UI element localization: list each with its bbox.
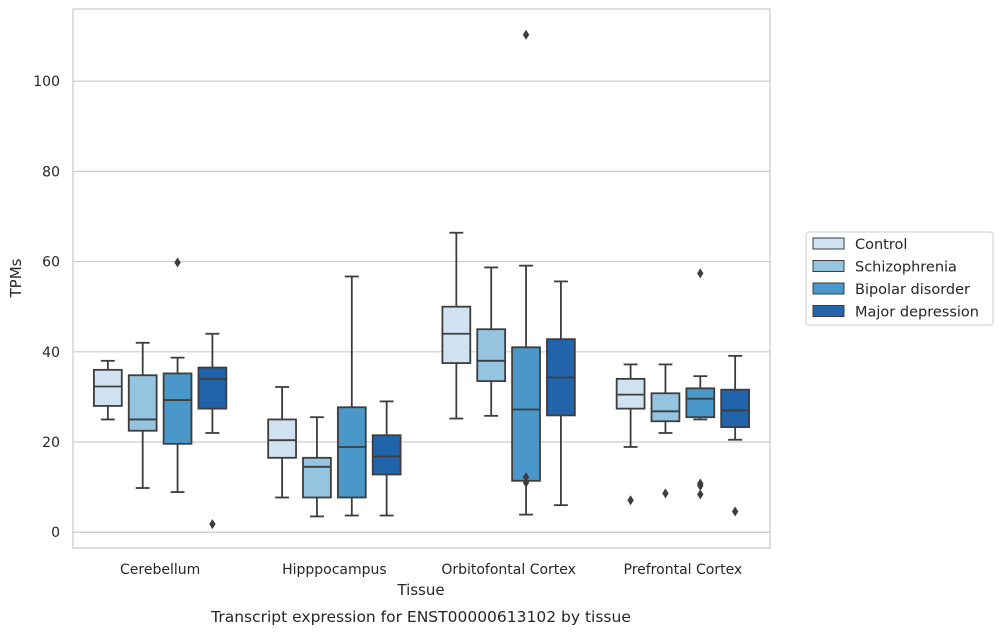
legend-frame [805, 231, 994, 326]
legend-item: Schizophrenia [812, 260, 957, 276]
box-iqr [93, 368, 123, 407]
box-iqr [441, 305, 472, 364]
legend-item: Major depression [812, 305, 979, 321]
y-tick-label: 40 [42, 345, 60, 361]
series-bipolar-disorder [162, 29, 716, 517]
x-axis-ticks: Cerebellum Hipppocampus Orbitofontal Corte… [120, 562, 742, 578]
y-axis-label: TPMs [7, 258, 25, 298]
box-iqr [685, 387, 716, 419]
box-iqr [511, 346, 541, 482]
box [371, 400, 402, 517]
legend-label: Bipolar disorder [855, 282, 970, 298]
box-series [93, 29, 750, 530]
box-iqr [720, 388, 750, 429]
outlier-point [627, 495, 634, 506]
box-iqr [371, 434, 402, 476]
y-tick-label: 100 [33, 74, 60, 90]
box-iqr [650, 392, 681, 423]
outlier-point [522, 477, 530, 488]
legend-item: Control [812, 237, 907, 253]
legend-label: Schizophrenia [855, 260, 957, 276]
box-iqr [615, 377, 646, 410]
box [336, 275, 367, 517]
outlier-point [697, 478, 704, 489]
box-iqr [336, 406, 367, 499]
x-tick-label: Cerebellum [120, 562, 200, 578]
legend-item: Bipolar disorder [812, 282, 970, 298]
outlier-point [522, 472, 530, 483]
legend-swatch [812, 260, 845, 272]
x-tick-label: Prefrontal Cortex [624, 562, 743, 578]
series-control [93, 231, 646, 506]
outlier-point [522, 29, 530, 40]
box [197, 332, 228, 530]
box [720, 354, 750, 517]
plot-area-frame [72, 8, 771, 549]
outlier-point [662, 488, 669, 499]
box-iqr [476, 328, 507, 383]
box [302, 416, 332, 518]
legend-swatch [812, 237, 845, 250]
box [476, 266, 507, 417]
box [685, 268, 716, 500]
box-iqr [302, 456, 332, 499]
y-tick-label: 20 [42, 435, 60, 451]
outlier-point [697, 489, 704, 500]
y-tick-label: 80 [42, 164, 60, 180]
x-tick-label: Hipppocampus [282, 562, 387, 578]
box-iqr [127, 374, 158, 432]
series-schizophrenia [127, 266, 681, 518]
series-major-depression [197, 280, 750, 530]
box [162, 257, 193, 493]
legend-label: Control [855, 237, 907, 253]
y-tick-label: 60 [42, 255, 60, 271]
box [650, 363, 681, 499]
legend-swatch [812, 282, 845, 295]
x-tick-label: Orbitofontal Cortex [441, 562, 576, 578]
y-tick-label: 0 [51, 525, 60, 541]
box [615, 363, 646, 506]
outlier-point [731, 506, 739, 517]
legend: Control Schizophrenia Bipolar disorder Majo… [805, 231, 994, 326]
box-iqr [197, 366, 228, 410]
box [267, 386, 297, 499]
outlier-point [174, 257, 181, 268]
y-axis-ticks: 0 20 40 60 80 100 [33, 74, 60, 541]
outlier-point [209, 519, 216, 530]
outlier-point [697, 268, 704, 279]
box [127, 341, 158, 489]
box [93, 359, 123, 421]
box-iqr [162, 372, 193, 445]
box [546, 280, 576, 507]
x-axis-label: Tissue [396, 581, 444, 599]
legend-swatch [812, 305, 845, 317]
box-iqr [267, 418, 297, 459]
legend-label: Major depression [855, 305, 979, 321]
box [511, 29, 541, 516]
chart-caption: Transcript expression for ENST0000061310… [210, 608, 631, 626]
box [441, 231, 472, 420]
